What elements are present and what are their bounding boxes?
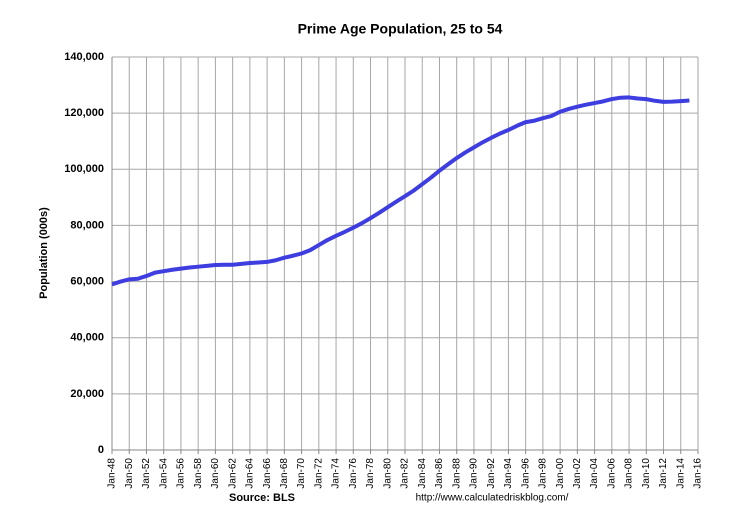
x-tick-label: Jan-60 bbox=[210, 458, 221, 489]
y-tick-label: 0 bbox=[98, 444, 104, 456]
x-tick-label: Jan-98 bbox=[538, 458, 549, 489]
x-tick-label: Jan-76 bbox=[348, 458, 359, 489]
x-tick-label: Jan-90 bbox=[469, 458, 480, 489]
line bbox=[111, 95, 690, 287]
y-tick-label: 120,000 bbox=[64, 107, 104, 119]
x-tick-label: Jan-48 bbox=[107, 458, 118, 489]
source: Source: BLS bbox=[229, 492, 295, 504]
y-tick-label: 80,000 bbox=[70, 219, 104, 231]
x-tick-label: Jan-58 bbox=[193, 458, 204, 489]
x-tick-label: Jan-82 bbox=[400, 458, 411, 489]
x-tick-label: Jan-50 bbox=[124, 458, 135, 489]
x-tick-label: Jan-54 bbox=[158, 458, 169, 489]
x-tick-label: Jan-02 bbox=[572, 458, 583, 489]
x-tick-label: Jan-94 bbox=[503, 458, 514, 489]
x-tick-label: Jan-74 bbox=[331, 458, 342, 489]
x-tick-label: Jan-12 bbox=[658, 458, 669, 489]
x-tick-label: Jan-08 bbox=[624, 458, 635, 489]
x-tick-label: Jan-78 bbox=[365, 458, 376, 489]
x-tick-label: Jan-00 bbox=[555, 458, 566, 489]
x-tick-label: Jan-70 bbox=[296, 458, 307, 489]
y-tick-label: 100,000 bbox=[64, 163, 104, 175]
y-tick-label: 140,000 bbox=[64, 51, 104, 63]
x-tick-label: Jan-86 bbox=[434, 458, 445, 489]
x-tick-label: Jan-14 bbox=[675, 458, 686, 489]
x-tick-label: Jan-04 bbox=[589, 458, 600, 489]
x-tick-label: Jan-56 bbox=[176, 458, 187, 489]
x-tick-label: Jan-88 bbox=[451, 458, 462, 489]
chart-title: Prime Age Population, 25 to 54 bbox=[298, 21, 503, 37]
y-tick-label: 60,000 bbox=[70, 275, 104, 287]
x-tick-label: Jan-92 bbox=[486, 458, 497, 489]
x-tick-label: Jan-10 bbox=[641, 458, 652, 489]
x-tick-label: Jan-80 bbox=[382, 458, 393, 489]
x-tick-label: Jan-64 bbox=[245, 458, 256, 489]
note: http://www.calculatedriskblog.com/ bbox=[416, 493, 569, 504]
x-tick-label: Jan-16 bbox=[693, 458, 704, 489]
x-tick-label: Jan-72 bbox=[313, 458, 324, 489]
x-tick-label: Jan-84 bbox=[417, 458, 428, 489]
x-tick-label: Jan-66 bbox=[262, 458, 273, 489]
x-tick-label: Jan-62 bbox=[227, 458, 238, 489]
y-axis-label: Population (000s) bbox=[38, 207, 50, 299]
y-tick-label: 20,000 bbox=[70, 388, 104, 400]
y-tick-label: 40,000 bbox=[70, 332, 104, 344]
x-tick-label: Jan-96 bbox=[520, 458, 531, 489]
x-tick-label: Jan-52 bbox=[141, 458, 152, 489]
x-tick-label: Jan-68 bbox=[279, 458, 290, 489]
x-tick-label: Jan-06 bbox=[606, 458, 617, 489]
